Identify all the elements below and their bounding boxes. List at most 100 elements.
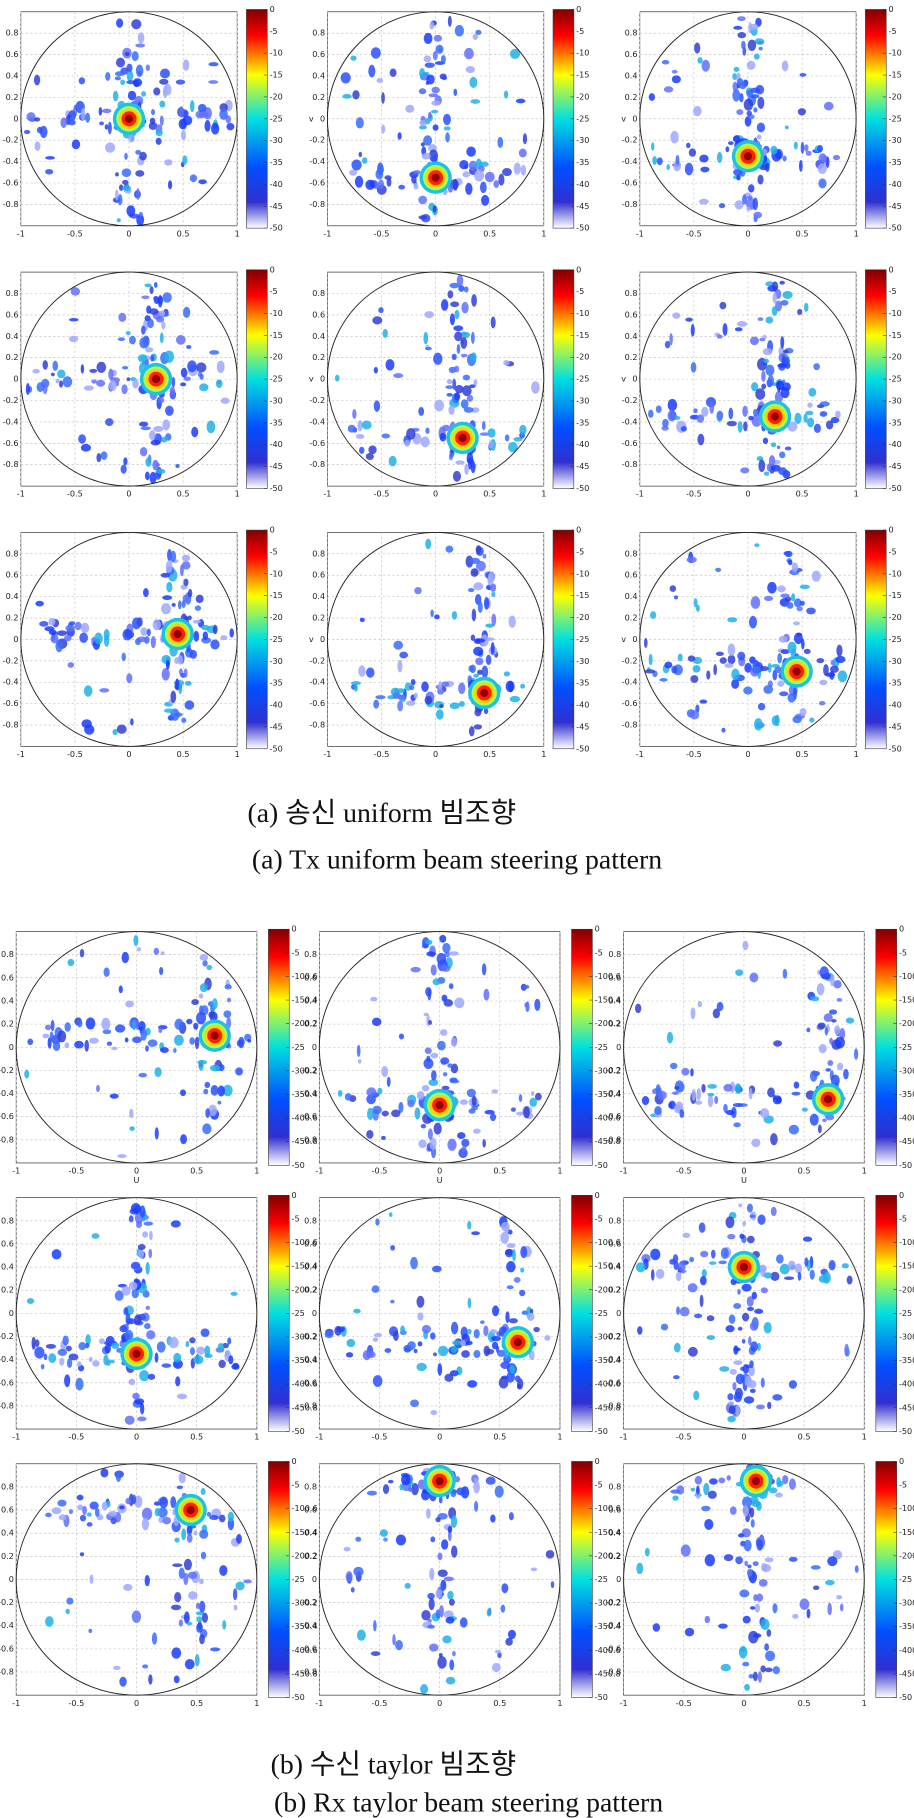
side-lobe <box>201 624 210 631</box>
colorbar-label: -400.6 <box>899 1645 914 1655</box>
side-lobe <box>68 317 79 322</box>
colorbar-label: 0 <box>292 1190 297 1200</box>
side-lobe <box>389 68 397 77</box>
side-lobe <box>368 445 377 455</box>
colorbar-label: 0 <box>899 924 904 934</box>
side-lobe <box>727 1415 736 1423</box>
side-lobe <box>86 1512 92 1517</box>
x-tick-label: 0 <box>437 1698 442 1708</box>
x-tick-label: 0.5 <box>798 1698 811 1708</box>
side-lobe <box>469 384 476 389</box>
side-lobe <box>828 1259 836 1271</box>
side-lobe <box>423 32 433 45</box>
side-lobe <box>512 1249 516 1262</box>
side-lobe <box>43 1353 48 1361</box>
side-lobe <box>89 1574 94 1584</box>
side-lobe <box>674 1086 680 1090</box>
x-tick-label: -1 <box>17 489 25 499</box>
side-lobe <box>784 446 792 451</box>
side-lobe <box>418 88 427 95</box>
side-lobe <box>768 455 776 467</box>
side-lobe <box>752 408 759 417</box>
main-lobe <box>743 152 753 161</box>
side-lobe <box>728 1405 736 1415</box>
side-lobe <box>523 1106 530 1119</box>
side-lobe <box>447 290 454 299</box>
x-tick-label: 0 <box>134 1166 139 1176</box>
x-tick-label: 1 <box>235 749 240 759</box>
side-lobe <box>432 1352 438 1357</box>
colorbar-label: -100.6 <box>595 1237 621 1247</box>
side-lobe <box>162 595 173 601</box>
panel: -1-0.500.510.80.60.40.20-0.2-0.4-0.6-0.8… <box>0 1456 318 1708</box>
y-tick-label: 0.2 <box>6 92 19 102</box>
side-lobe <box>196 362 207 373</box>
y-tick-label: -0.8 <box>3 720 19 730</box>
side-lobe <box>133 935 139 947</box>
side-lobe <box>346 1338 356 1348</box>
side-lobe <box>117 194 123 206</box>
side-lobe <box>55 378 60 384</box>
side-lobe <box>145 1261 150 1275</box>
side-lobe <box>799 600 805 606</box>
side-lobe <box>195 1011 207 1025</box>
colorbar-label: 0 <box>576 525 581 535</box>
side-lobe <box>135 638 141 646</box>
side-lobe <box>143 587 149 598</box>
y-tick-label: -0.6 <box>309 178 325 188</box>
side-lobe <box>802 1236 813 1242</box>
side-lobe <box>139 1205 146 1218</box>
y-tick-label: 0 <box>312 1042 317 1052</box>
side-lobe <box>373 1619 377 1632</box>
side-lobe <box>751 1500 761 1507</box>
side-lobe <box>750 1341 758 1352</box>
side-lobe <box>425 987 432 997</box>
y-tick-label: -0.8 <box>3 199 19 209</box>
colorbar-label: -150.4 <box>595 1527 621 1537</box>
side-lobe <box>119 1505 125 1510</box>
side-lobe <box>442 1072 448 1077</box>
side-lobe <box>432 50 438 61</box>
side-lobe <box>139 337 149 349</box>
y-tick-label: 0.2 <box>304 1551 317 1561</box>
side-lobe <box>453 88 458 97</box>
side-lobe <box>137 32 145 44</box>
side-lobe <box>230 1291 238 1296</box>
x-tick-label: -0.5 <box>372 1432 388 1442</box>
side-lobe <box>483 1345 491 1357</box>
colorbar-label: 0 <box>889 4 894 14</box>
colorbar-label: -5 <box>292 1480 300 1490</box>
side-lobe <box>23 129 31 135</box>
side-lobe <box>71 139 81 150</box>
side-lobe <box>235 1067 243 1076</box>
side-lobe <box>122 628 133 641</box>
side-lobe <box>441 1539 449 1550</box>
side-lobe <box>854 1048 859 1061</box>
colorbar-label: -45 <box>270 201 283 211</box>
side-lobe <box>377 179 385 190</box>
y-tick-label: -0.4 <box>606 1620 622 1630</box>
side-lobe <box>121 1335 126 1343</box>
side-lobe <box>83 685 93 697</box>
side-lobe <box>786 602 794 609</box>
side-lobe <box>206 1511 212 1517</box>
side-lobe <box>500 1604 506 1613</box>
y-tick-label: 0.6 <box>625 570 638 580</box>
side-lobe <box>418 1139 427 1149</box>
colorbar-label: -50 <box>576 743 589 753</box>
side-lobe <box>481 194 490 206</box>
side-lobe <box>835 655 846 664</box>
side-lobe <box>175 79 186 85</box>
colorbar-label: -400.6 <box>292 1379 318 1389</box>
y-tick-label: 0.8 <box>1 949 14 959</box>
y-tick-label: 0.2 <box>6 352 19 362</box>
y-axis-label: v <box>309 634 314 644</box>
side-lobe <box>718 203 726 209</box>
y-tick-label: -0.2 <box>3 655 19 665</box>
side-lobe <box>748 1366 755 1377</box>
side-lobe <box>435 1517 441 1523</box>
side-lobe <box>780 336 785 349</box>
side-lobe <box>199 1634 205 1645</box>
side-lobe <box>664 661 673 669</box>
y-tick-label: 0.2 <box>608 1285 621 1295</box>
